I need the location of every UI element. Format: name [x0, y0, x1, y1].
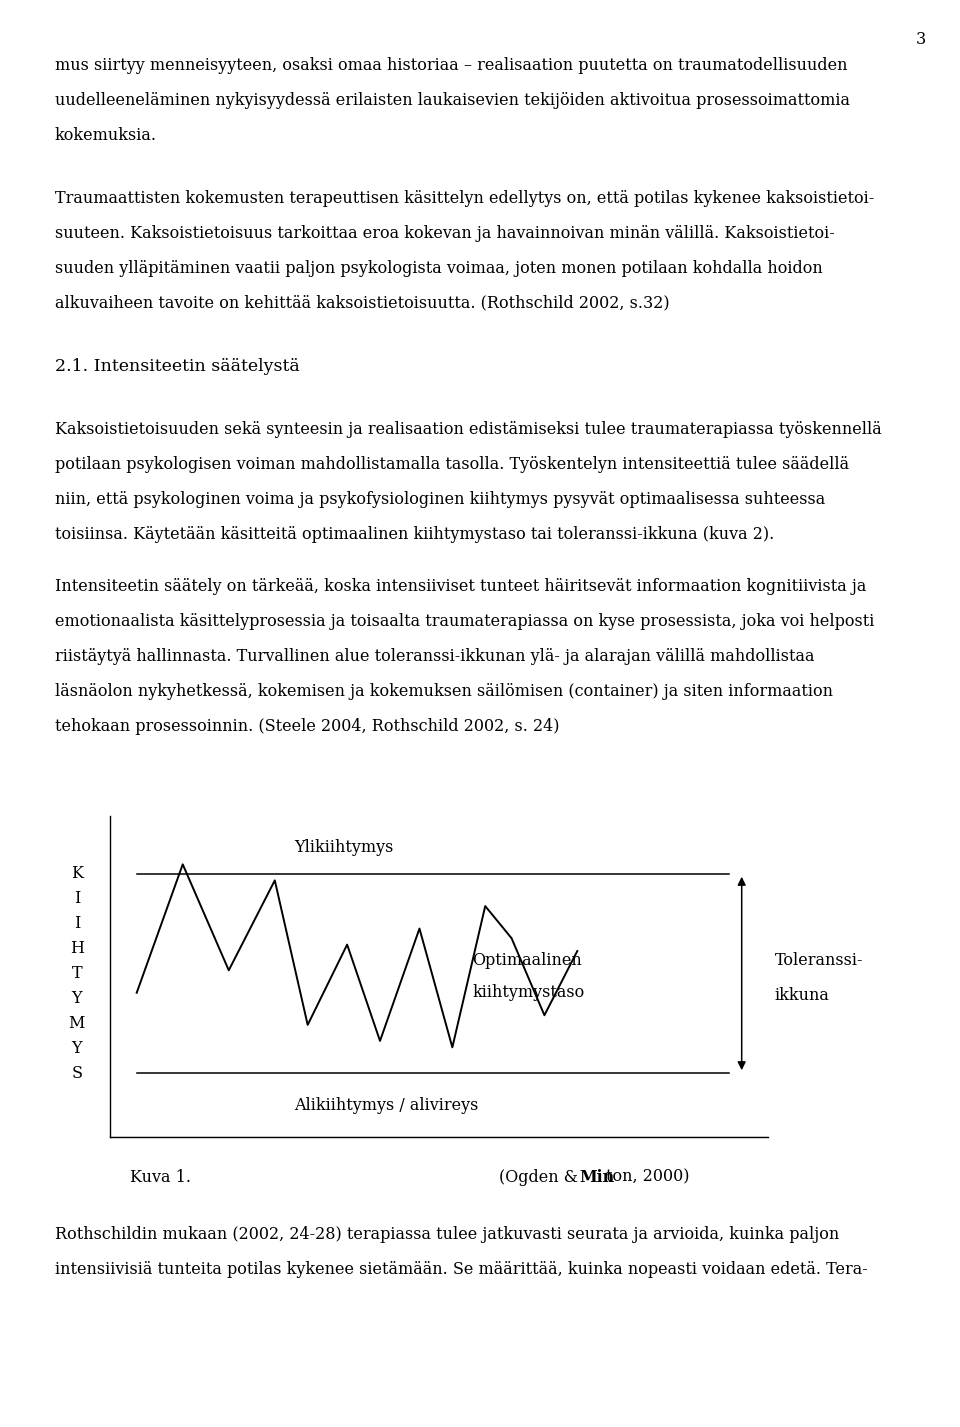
Text: H: H	[70, 940, 84, 958]
Text: toisiinsa. Käytetään käsitteitä optimaalinen kiihtymystaso tai toleranssi-ikkuna: toisiinsa. Käytetään käsitteitä optimaal…	[55, 525, 774, 542]
Text: Min: Min	[579, 1169, 614, 1186]
Text: Traumaattisten kokemusten terapeuttisen käsittelyn edellytys on, että potilas ky: Traumaattisten kokemusten terapeuttisen …	[55, 190, 874, 207]
Text: uudelleeneläminen nykyisyydessä erilaisten laukaisevien tekijöiden aktivoitua pr: uudelleeneläminen nykyisyydessä erilaist…	[55, 93, 850, 108]
Text: ton, 2000): ton, 2000)	[606, 1169, 689, 1186]
Text: intensiivisiä tunteita potilas kykenee sietämään. Se määrittää, kuinka nopeasti : intensiivisiä tunteita potilas kykenee s…	[55, 1260, 868, 1277]
Text: potilaan psykologisen voiman mahdollistamalla tasolla. Työskentelyn intensiteett: potilaan psykologisen voiman mahdollista…	[55, 455, 849, 472]
Text: Kaksoistietoisuuden sekä synteesin ja realisaation edistämiseksi tulee traumater: Kaksoistietoisuuden sekä synteesin ja re…	[55, 421, 881, 438]
Text: suuteen. Kaksoistietoisuus tarkoittaa eroa kokevan ja havainnoivan minän välillä: suuteen. Kaksoistietoisuus tarkoittaa er…	[55, 225, 834, 243]
Text: Y: Y	[71, 1040, 83, 1056]
Text: tehokaan prosessoinnin. (Steele 2004, Rothschild 2002, s. 24): tehokaan prosessoinnin. (Steele 2004, Ro…	[55, 718, 560, 735]
Text: kiihtymystaso: kiihtymystaso	[472, 985, 585, 1002]
Text: (Ogden &: (Ogden &	[499, 1169, 584, 1186]
Text: niin, että psykologinen voima ja psykofysiologinen kiihtymys pysyvät optimaalise: niin, että psykologinen voima ja psykofy…	[55, 491, 825, 508]
Text: Rothschildin mukaan (2002, 24-28) terapiassa tulee jatkuvasti seurata ja arvioid: Rothschildin mukaan (2002, 24-28) terapi…	[55, 1226, 839, 1243]
Text: kokemuksia.: kokemuksia.	[55, 127, 156, 144]
Text: Ylikiihtymys: Ylikiihtymys	[295, 839, 394, 856]
Text: riistäytyä hallinnasta. Turvallinen alue toleranssi-ikkunan ylä- ja alarajan väl: riistäytyä hallinnasta. Turvallinen alue…	[55, 648, 814, 665]
Text: S: S	[71, 1065, 83, 1082]
Text: läsnäolon nykyhetkessä, kokemisen ja kokemuksen säilömisen (container) ja siten : läsnäolon nykyhetkessä, kokemisen ja kok…	[55, 684, 832, 699]
Text: T: T	[71, 965, 83, 982]
Text: 2.1. Intensiteetin säätelystä: 2.1. Intensiteetin säätelystä	[55, 358, 300, 375]
Text: mus siirtyy menneisyyteen, osaksi omaa historiaa – realisaation puutetta on trau: mus siirtyy menneisyyteen, osaksi omaa h…	[55, 57, 848, 74]
Text: alkuvaiheen tavoite on kehittää kaksoistietoisuutta. (Rothschild 2002, s.32): alkuvaiheen tavoite on kehittää kaksoist…	[55, 295, 669, 313]
Text: M: M	[68, 1015, 85, 1032]
Text: Toleranssi-: Toleranssi-	[775, 952, 863, 969]
Text: 3: 3	[916, 31, 926, 49]
Text: emotionaalista käsittelyprosessia ja toisaalta traumaterapiassa on kyse prosessi: emotionaalista käsittelyprosessia ja toi…	[55, 614, 875, 629]
Text: Kuva 1.: Kuva 1.	[130, 1169, 191, 1186]
Text: ikkuna: ikkuna	[775, 987, 829, 1005]
Text: I: I	[74, 915, 80, 932]
Text: Intensiteetin säätely on tärkeää, koska intensiiviset tunteet häiritsevät inform: Intensiteetin säätely on tärkeää, koska …	[55, 578, 866, 595]
Text: Optimaalinen: Optimaalinen	[472, 952, 582, 969]
Text: K: K	[71, 865, 83, 882]
Text: Y: Y	[71, 990, 83, 1007]
Text: suuden ylläpitäminen vaatii paljon psykologista voimaa, joten monen potilaan koh: suuden ylläpitäminen vaatii paljon psyko…	[55, 260, 823, 277]
Text: I: I	[74, 890, 80, 908]
Text: Alikiihtymys / alivireys: Alikiihtymys / alivireys	[295, 1096, 479, 1113]
